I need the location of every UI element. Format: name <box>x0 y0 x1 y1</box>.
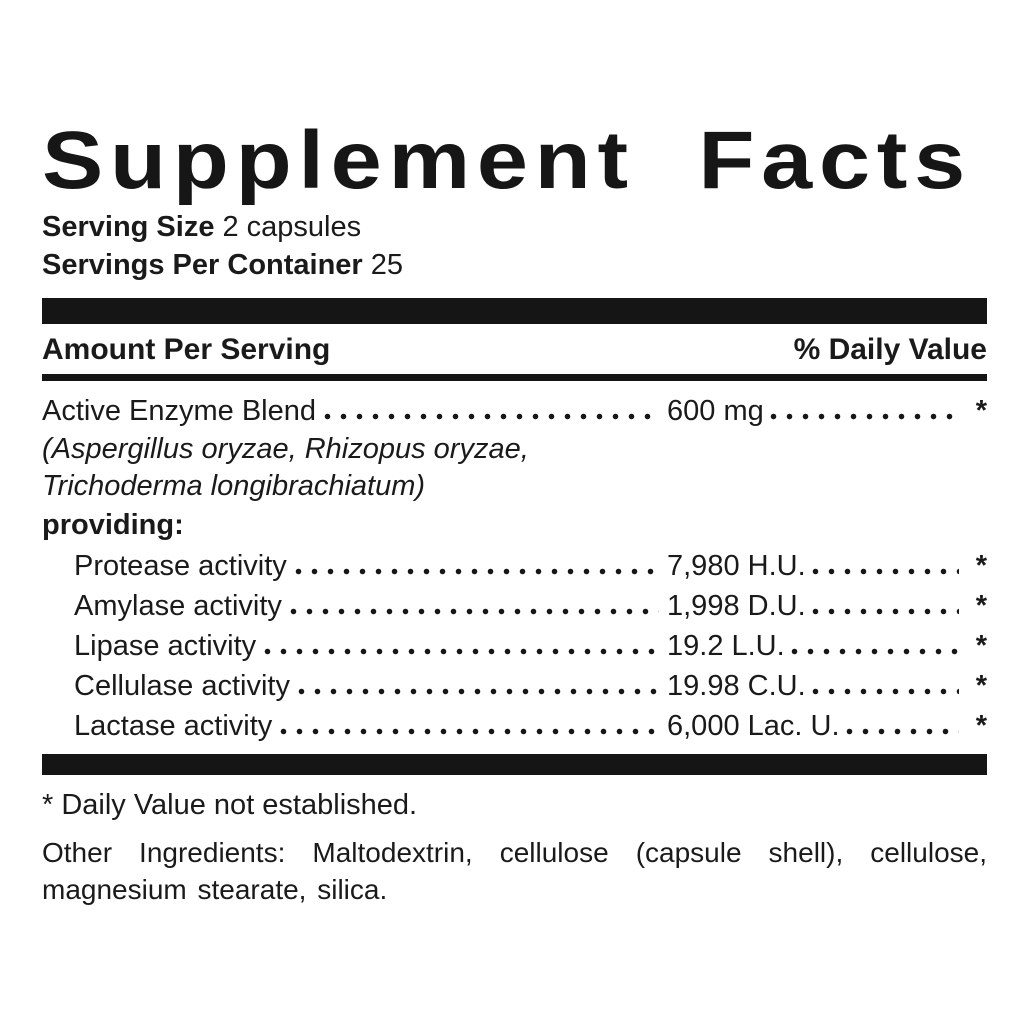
providing-label: providing: <box>42 509 184 541</box>
dot-leader <box>811 608 959 615</box>
daily-value-footnote: * Daily Value not established. <box>42 789 418 821</box>
table-header-row: Amount Per Serving % Daily Value <box>42 324 987 374</box>
nutrient-row: Lactase activity 6,000 Lac. U. * <box>42 706 987 746</box>
daily-value-asterisk: * <box>975 630 987 662</box>
nutrient-amount-block: 19.2 L.U. * <box>667 626 987 666</box>
nutrient-row: Protease activity 7,980 H.U. * <box>42 546 987 586</box>
nutrient-name: Active Enzyme Blend <box>42 395 317 427</box>
divider-thick-top <box>42 298 987 324</box>
nutrient-row: Amylase activity 1,998 D.U. * <box>42 586 987 626</box>
nutrient-name: Lipase activity <box>74 630 257 662</box>
dot-leader <box>280 728 659 735</box>
nutrient-amount: 7,980 H.U. <box>667 550 806 582</box>
nutrient-name: Protease activity <box>74 550 287 582</box>
dot-leader <box>264 648 659 655</box>
serving-info: Serving Size 2 capsules Servings Per Cont… <box>42 208 987 284</box>
servings-per-container-line: Servings Per Container 25 <box>42 246 987 284</box>
dot-leader <box>811 688 959 695</box>
daily-value-header: % Daily Value <box>793 333 987 366</box>
dot-leader <box>289 608 659 615</box>
dot-leader <box>294 568 659 575</box>
dot-leader <box>811 568 959 575</box>
nutrient-amount-block: 6,000 Lac. U. * <box>667 706 987 746</box>
nutrient-row: Active Enzyme Blend 600 mg * <box>42 391 987 431</box>
nutrient-amount-block: 1,998 D.U. * <box>667 586 987 626</box>
blend-sources-line2: Trichoderma longibrachiatum) <box>42 470 426 502</box>
daily-value-asterisk: * <box>975 670 987 702</box>
nutrient-amount: 600 mg <box>667 395 764 427</box>
nutrient-name: Amylase activity <box>74 590 282 622</box>
blend-sources-line1: (Aspergillus oryzae, Rhizopus oryzae, <box>42 433 529 465</box>
dot-leader <box>790 648 959 655</box>
dot-leader <box>769 413 959 420</box>
nutrient-row: Cellulase activity 19.98 C.U. * <box>42 666 987 706</box>
nutrient-name: Lactase activity <box>74 710 273 742</box>
divider-thick-bottom <box>42 754 987 775</box>
servings-per-container-label: Servings Per Container <box>42 249 363 281</box>
serving-size-line: Serving Size 2 capsules <box>42 208 987 246</box>
dot-leader <box>845 728 959 735</box>
amount-per-serving-header: Amount Per Serving <box>42 333 331 366</box>
nutrient-amount: 19.2 L.U. <box>667 630 785 662</box>
nutrient-name: Cellulase activity <box>74 670 290 702</box>
serving-size-label: Serving Size <box>42 211 215 243</box>
nutrient-amount-block: 600 mg * <box>667 391 987 431</box>
daily-value-asterisk: * <box>975 550 987 582</box>
dot-leader <box>297 688 659 695</box>
nutrient-amount: 1,998 D.U. <box>667 590 806 622</box>
supplement-facts-label: Supplement Facts Serving Size 2 capsules … <box>42 0 987 908</box>
nutrient-amount-block: 7,980 H.U. * <box>667 546 987 586</box>
nutrient-row: Lipase activity 19.2 L.U. * <box>42 626 987 666</box>
other-ingredients: Other Ingredients: Maltodextrin, cellulo… <box>42 837 987 905</box>
dot-leader <box>324 413 659 420</box>
nutrient-amount-block: 19.98 C.U. * <box>667 666 987 706</box>
nutrient-amount: 6,000 Lac. U. <box>667 710 840 742</box>
daily-value-asterisk: * <box>975 590 987 622</box>
divider-thin <box>42 374 987 381</box>
nutrient-amount: 19.98 C.U. <box>667 670 806 702</box>
daily-value-asterisk: * <box>975 395 987 427</box>
page-title: Supplement Facts <box>42 115 972 206</box>
servings-per-container-value: 25 <box>370 249 403 281</box>
daily-value-asterisk: * <box>975 710 987 742</box>
nutrient-rows: Active Enzyme Blend 600 mg * (Aspergillu… <box>42 391 987 746</box>
serving-size-value: 2 capsules <box>222 211 362 243</box>
